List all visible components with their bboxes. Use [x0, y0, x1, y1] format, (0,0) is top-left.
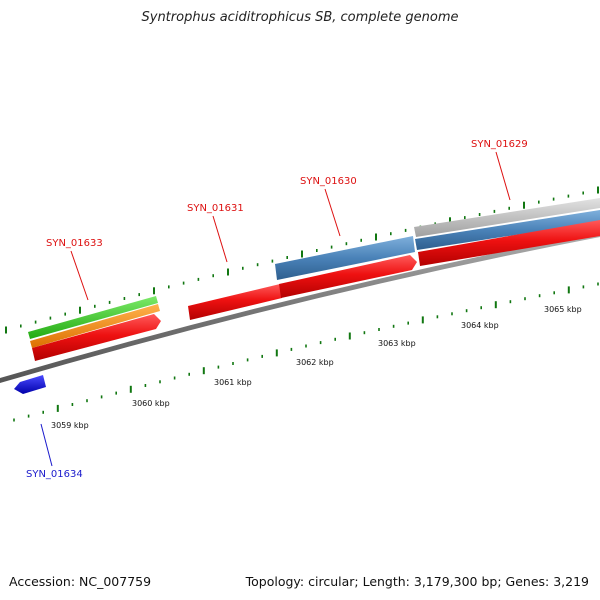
genome-title: Syntrophus aciditrophicus SB, complete g… [141, 10, 459, 25]
blue-feature-bar-2 [415, 210, 600, 250]
scale-label-3065: 3065 kbp [544, 305, 582, 314]
syn-01631-leader-line [212, 215, 228, 263]
gene-label-syn-01630[interactable]: SYN_01630 [300, 176, 357, 187]
gene-label-syn-01629[interactable]: SYN_01629 [471, 139, 528, 150]
cds-syn-01634[interactable] [14, 375, 46, 394]
scale-label-3059: 3059 kbp [51, 421, 89, 430]
syn-01634-leader-line [40, 423, 53, 467]
scale-label-3063: 3063 kbp [378, 339, 416, 348]
cds-syn-01630[interactable] [279, 255, 417, 298]
gene-label-syn-01634[interactable]: SYN_01634 [26, 469, 83, 480]
blue-feature-bar [275, 236, 415, 280]
scale-label-3060: 3060 kbp [132, 399, 170, 408]
genome-summary-text: Topology: circular; Length: 3,179,300 bp… [245, 574, 589, 589]
inner-tick-row [13, 282, 599, 422]
syn-01630-leader-line [324, 188, 341, 237]
genome-backbone [0, 232, 600, 383]
gene-label-syn-01631[interactable]: SYN_01631 [187, 203, 244, 214]
scale-label-3061: 3061 kbp [214, 378, 252, 387]
scale-label-3062: 3062 kbp [296, 358, 334, 367]
scale-label-3064: 3064 kbp [461, 321, 499, 330]
syn-01629-leader-line [495, 151, 511, 201]
cds-syn-01629[interactable] [418, 220, 600, 266]
gene-label-syn-01633[interactable]: SYN_01633 [46, 238, 103, 249]
cds-syn-01633[interactable] [32, 314, 161, 361]
syn-01633-leader-line [70, 250, 89, 301]
outer-tick-row [5, 186, 599, 334]
orange-feature-bar [30, 304, 160, 348]
accession-text: Accession: NC_007759 [9, 574, 152, 589]
gray-feature-bar [414, 198, 600, 237]
cds-syn-01631[interactable] [188, 284, 282, 320]
green-feature-bar [28, 296, 158, 339]
